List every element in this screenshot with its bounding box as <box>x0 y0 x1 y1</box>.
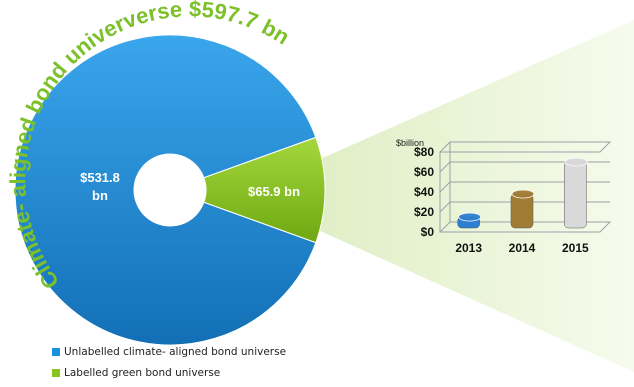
bar-top-2015 <box>564 157 588 167</box>
x-tick-label: 2013 <box>455 241 482 255</box>
gridline <box>439 181 610 193</box>
gridline <box>439 141 610 153</box>
donut-hole <box>134 154 206 226</box>
bar-chart-ylabel: $billion <box>396 138 424 148</box>
y-tick-label: $20 <box>414 205 434 219</box>
y-tick-label: $60 <box>414 165 434 179</box>
bar-2015 <box>564 161 587 229</box>
gridline <box>439 201 610 213</box>
bar-top-2013 <box>458 212 482 222</box>
legend-item-labelled: Labelled green bond universe <box>52 367 220 379</box>
donut-chart <box>14 34 326 346</box>
slice-label-unlabelled-unit: bn <box>92 188 108 203</box>
x-tick-label: 2014 <box>509 241 536 255</box>
y-tick-label: $40 <box>414 185 434 199</box>
bar-top-2014 <box>511 189 535 199</box>
legend-swatch-blue <box>52 348 60 356</box>
bar-2014 <box>510 193 534 229</box>
y-tick-label: $0 <box>421 225 435 239</box>
slice-label-unlabelled-amount: $531.8 <box>80 170 120 185</box>
legend-item-unlabelled: Unlabelled climate- aligned bond univers… <box>52 346 286 358</box>
slice-label-labelled: $65.9 bn <box>248 184 300 199</box>
gridline <box>439 161 610 173</box>
legend-label-unlabelled: Unlabelled climate- aligned bond univers… <box>64 346 287 358</box>
expansion-wedge <box>300 20 634 372</box>
bar-chart: $0 $20 $40 $60 $80 2013 2014 2015 <box>414 141 612 255</box>
y-tick-label: $80 <box>414 145 434 159</box>
gridline <box>439 221 610 233</box>
legend-label-labelled: Labelled green bond universe <box>64 367 221 379</box>
legend-swatch-green <box>52 369 60 377</box>
x-tick-label: 2015 <box>562 241 589 255</box>
